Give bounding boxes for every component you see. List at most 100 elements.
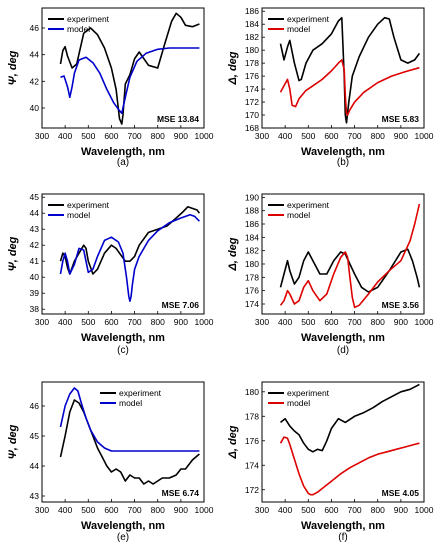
legend-label-experiment: experiment (287, 200, 330, 210)
x-tick-label: 1000 (195, 317, 214, 327)
series-line-model (279, 59, 420, 116)
x-tick-label: 500 (81, 131, 95, 141)
series-line-experiment (59, 12, 200, 125)
x-tick-label: 900 (394, 317, 408, 327)
y-tick-label: 188 (245, 206, 259, 216)
x-tick-label: 300 (255, 131, 269, 141)
legend-label-experiment: experiment (287, 388, 330, 398)
panel-caption: (d) (337, 345, 349, 356)
mse-annotation: MSE 5.83 (382, 114, 420, 124)
y-tick-label: 40 (30, 272, 40, 282)
y-tick-label: 43 (30, 491, 40, 501)
y-tick-label: 46 (30, 23, 40, 33)
x-tick-label: 700 (127, 317, 141, 327)
x-tick-label: 300 (255, 505, 269, 515)
x-tick-label: 600 (324, 131, 338, 141)
y-tick-label: 168 (245, 123, 259, 133)
series-line-model (59, 387, 200, 452)
y-tick-label: 176 (245, 71, 259, 81)
y-axis-label: Ψ, deg (7, 236, 19, 271)
y-tick-label: 178 (245, 58, 259, 68)
y-tick-label: 176 (245, 286, 259, 296)
y-tick-label: 40 (30, 103, 40, 113)
y-tick-label: 45 (30, 431, 40, 441)
legend-label-experiment: experiment (67, 14, 110, 24)
x-tick-label: 800 (151, 131, 165, 141)
y-axis-label: Ψ, deg (7, 50, 19, 85)
y-axis-label: Δ, deg (227, 425, 239, 459)
x-tick-label: 500 (81, 505, 95, 515)
y-tick-label: 184 (245, 232, 259, 242)
y-tick-label: 184 (245, 19, 259, 29)
x-axis-label: Wavelength, nm (301, 520, 385, 532)
x-tick-label: 500 (81, 317, 95, 327)
y-axis-label: Δ, deg (227, 237, 239, 271)
x-tick-label: 400 (278, 317, 292, 327)
y-tick-label: 41 (30, 256, 40, 266)
chart-e: 300 400 500 600 700 800 900 1000 43 44 45 46 Wavelen… (7, 381, 214, 543)
x-tick-label: 600 (104, 131, 118, 141)
x-tick-label: 400 (58, 131, 72, 141)
plot-frame (261, 193, 425, 315)
x-tick-label: 400 (278, 131, 292, 141)
y-tick-label: 186 (245, 219, 259, 229)
x-tick-label: 600 (104, 505, 118, 515)
chart-b: 300 400 500 600 700 800 900 1000 168 170 172 174 176… (227, 6, 434, 168)
plot-frame (41, 7, 205, 129)
y-tick-label: 44 (30, 208, 40, 218)
x-tick-label: 1000 (195, 505, 214, 515)
y-tick-label: 178 (245, 411, 259, 421)
x-axis-label: Wavelength, nm (81, 520, 165, 532)
x-tick-label: 300 (35, 505, 49, 515)
x-tick-label: 1000 (415, 505, 434, 515)
legend-label-experiment: experiment (119, 388, 162, 398)
chart-d: 300 400 500 600 700 800 900 1000 174 176 178 180 182… (227, 192, 434, 356)
series-line-model (279, 203, 421, 309)
y-tick-label: 172 (245, 485, 259, 495)
x-axis-label: Wavelength, nm (301, 332, 385, 344)
chart-f: 300 400 500 600 700 800 900 1000 172 174 176 178 180… (227, 381, 434, 543)
legend-label-model: model (67, 210, 90, 220)
x-tick-label: 300 (35, 317, 49, 327)
x-tick-label: 900 (174, 131, 188, 141)
panel-caption: (f) (338, 532, 347, 543)
legend-label-model: model (287, 24, 310, 34)
plot-frame (261, 381, 425, 503)
x-tick-label: 300 (35, 131, 49, 141)
y-tick-label: 176 (245, 436, 259, 446)
panel-caption: (c) (117, 345, 129, 356)
y-tick-label: 43 (30, 224, 40, 234)
x-tick-label: 900 (394, 505, 408, 515)
plot-frame (261, 7, 425, 129)
legend-label-experiment: experiment (287, 14, 330, 24)
legend-label-model: model (287, 210, 310, 220)
legend-label-model: model (287, 398, 310, 408)
x-axis-label: Wavelength, nm (81, 332, 165, 344)
series-line-experiment (59, 206, 201, 275)
x-tick-label: 700 (127, 505, 141, 515)
mse-annotation: MSE 7.06 (162, 300, 200, 310)
legend-label-experiment: experiment (67, 200, 110, 210)
chart-c: 300 400 500 600 700 800 900 1000 38 39 40 41 42 43 44 4… (7, 192, 214, 356)
x-tick-label: 1000 (415, 131, 434, 141)
y-tick-label: 172 (245, 97, 259, 107)
legend-label-model: model (119, 398, 142, 408)
series-line-experiment (59, 399, 200, 485)
x-tick-label: 700 (347, 131, 361, 141)
y-tick-label: 186 (245, 6, 259, 16)
x-tick-label: 500 (301, 131, 315, 141)
x-tick-label: 900 (174, 317, 188, 327)
y-tick-label: 174 (245, 460, 259, 470)
x-tick-label: 1000 (195, 131, 214, 141)
y-tick-label: 45 (30, 192, 40, 202)
y-tick-label: 174 (245, 299, 259, 309)
x-tick-label: 1000 (415, 317, 434, 327)
x-tick-label: 500 (301, 317, 315, 327)
y-axis-label: Δ, deg (227, 51, 239, 85)
x-tick-label: 800 (371, 505, 385, 515)
series-line-model (279, 436, 420, 496)
y-tick-label: 42 (30, 240, 40, 250)
x-tick-label: 900 (394, 131, 408, 141)
y-tick-label: 180 (245, 259, 259, 269)
